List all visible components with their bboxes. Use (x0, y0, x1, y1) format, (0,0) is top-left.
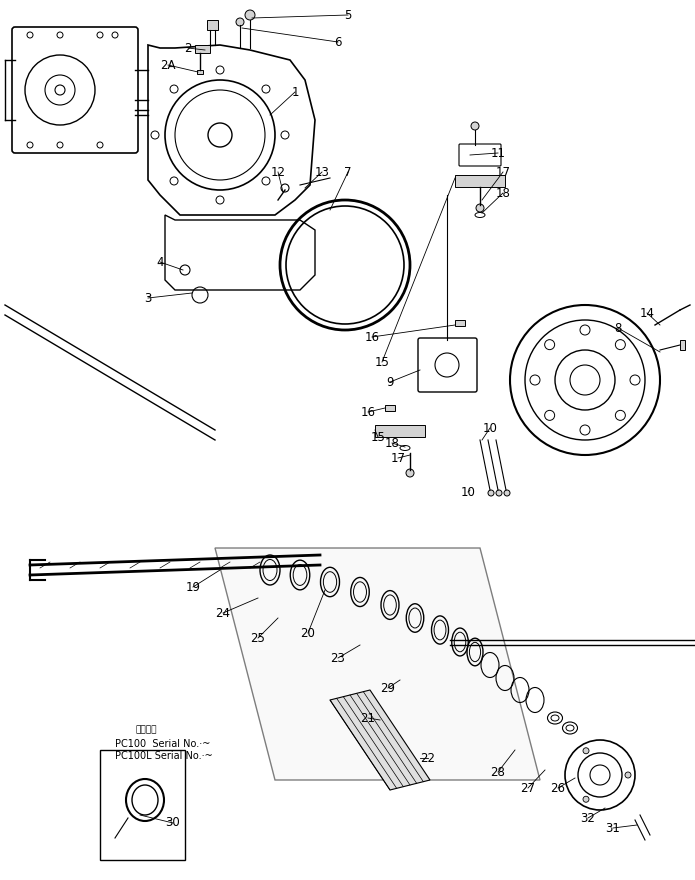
Text: 29: 29 (380, 681, 395, 694)
Circle shape (245, 10, 255, 20)
Text: 1: 1 (291, 85, 299, 99)
Bar (455, 320, 465, 326)
Text: 3: 3 (145, 291, 152, 304)
Text: 2A: 2A (161, 58, 176, 71)
Text: 26: 26 (550, 781, 566, 795)
Text: 17: 17 (496, 165, 511, 179)
Text: 30: 30 (165, 817, 181, 830)
Circle shape (471, 122, 479, 130)
Text: 21: 21 (361, 712, 375, 724)
Bar (207, 20, 218, 30)
Text: 23: 23 (331, 651, 345, 664)
Text: 9: 9 (386, 376, 394, 388)
Text: 5: 5 (344, 9, 352, 21)
Circle shape (583, 748, 589, 754)
Text: 16: 16 (361, 406, 375, 419)
Text: 15: 15 (375, 356, 389, 369)
Text: 28: 28 (491, 766, 505, 779)
Bar (455, 175, 505, 187)
Text: 8: 8 (614, 321, 622, 334)
Text: PC100L Serial No.·~: PC100L Serial No.·~ (115, 751, 213, 761)
Text: 12: 12 (270, 165, 286, 179)
Circle shape (625, 772, 631, 778)
Text: 24: 24 (215, 606, 231, 620)
Circle shape (476, 204, 484, 212)
Circle shape (496, 490, 502, 496)
Text: 6: 6 (334, 35, 342, 48)
Text: 18: 18 (384, 436, 400, 450)
Text: 18: 18 (496, 187, 510, 200)
Text: 11: 11 (491, 146, 505, 159)
Text: 17: 17 (391, 451, 405, 465)
Circle shape (488, 490, 494, 496)
Text: PC100  Serial No.·~: PC100 Serial No.·~ (115, 739, 211, 749)
Bar (100, 750, 185, 860)
Text: 32: 32 (580, 811, 596, 825)
FancyBboxPatch shape (12, 27, 138, 153)
Circle shape (504, 490, 510, 496)
Text: 10: 10 (461, 486, 475, 498)
Bar (375, 425, 425, 437)
FancyBboxPatch shape (459, 144, 501, 166)
FancyBboxPatch shape (418, 338, 477, 392)
Bar (385, 405, 395, 411)
Text: 4: 4 (156, 255, 164, 268)
Circle shape (583, 796, 589, 803)
Text: 10: 10 (482, 422, 498, 435)
Circle shape (406, 469, 414, 477)
Bar (195, 45, 210, 53)
Bar (680, 340, 685, 350)
Text: 15: 15 (370, 430, 386, 444)
Text: 13: 13 (315, 165, 329, 179)
Circle shape (236, 18, 244, 26)
Text: 20: 20 (300, 627, 316, 640)
Text: 25: 25 (251, 632, 265, 644)
Bar (197, 70, 203, 74)
Text: 16: 16 (364, 331, 379, 343)
Text: 14: 14 (639, 306, 655, 319)
Text: 27: 27 (521, 781, 536, 795)
Polygon shape (330, 690, 430, 790)
Text: 31: 31 (605, 822, 621, 834)
Text: 通用号统: 通用号统 (135, 725, 156, 734)
Polygon shape (215, 548, 540, 780)
Text: 19: 19 (186, 581, 200, 593)
Text: 2: 2 (184, 41, 192, 55)
Text: 22: 22 (420, 752, 436, 765)
Text: 7: 7 (344, 165, 352, 179)
